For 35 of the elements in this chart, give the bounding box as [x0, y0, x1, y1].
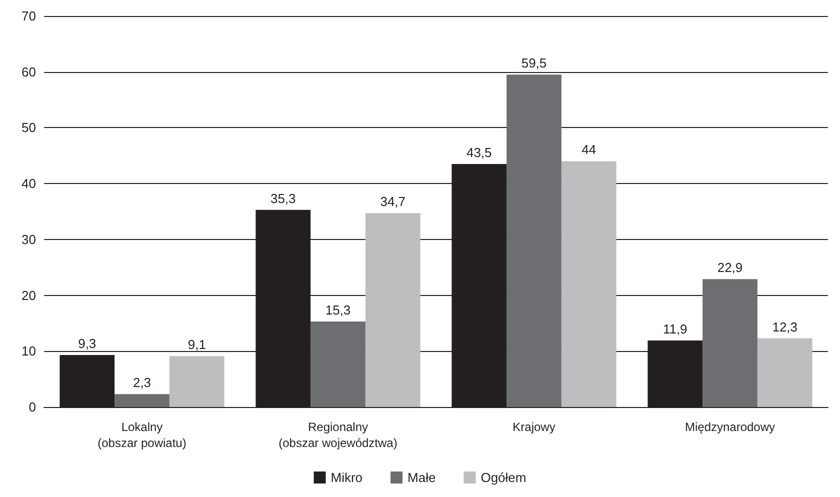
data-label: 43,5: [466, 145, 492, 160]
bar: [310, 322, 366, 407]
x-tick-label: Międzynarodowy: [684, 420, 776, 434]
data-label: 11,9: [662, 322, 688, 337]
data-label: 44: [582, 142, 596, 158]
legend-label: Mikro: [330, 470, 363, 485]
data-label: 34,7: [380, 194, 406, 210]
data-label: 2,3: [132, 375, 152, 390]
data-label: 15,3: [325, 302, 351, 318]
bar: [702, 279, 758, 407]
data-label: 22,9: [717, 260, 743, 276]
bar: [114, 394, 170, 407]
bar: [506, 74, 562, 407]
y-tick-label: 20: [22, 288, 36, 303]
y-tick-label: 60: [22, 64, 36, 80]
data-label: 9,3: [78, 336, 96, 352]
bar: [561, 161, 616, 407]
legend-label: Ogółem: [480, 470, 526, 485]
y-tick-label: 0: [28, 400, 36, 414]
bar: [757, 338, 812, 407]
data-label: 35,3: [270, 190, 296, 206]
bar: [169, 356, 224, 407]
y-tick-label: 30: [22, 232, 36, 247]
y-tick-label: 70: [22, 8, 36, 24]
data-label: 12,3: [772, 319, 798, 334]
bar: [365, 213, 420, 407]
y-tick-label: 10: [22, 344, 36, 359]
legend-label: Małe: [408, 470, 436, 485]
y-tick-label: 50: [22, 120, 36, 136]
x-tick-label: Lokalny (obszar powiatu): [98, 420, 186, 450]
data-label: 9,1: [188, 337, 206, 352]
x-tick-label: Krajowy: [512, 420, 556, 434]
y-tick-label: 40: [22, 176, 36, 192]
data-label: 59,5: [521, 56, 547, 71]
x-tick-label: Regionalny (obszar województwa): [278, 420, 398, 450]
